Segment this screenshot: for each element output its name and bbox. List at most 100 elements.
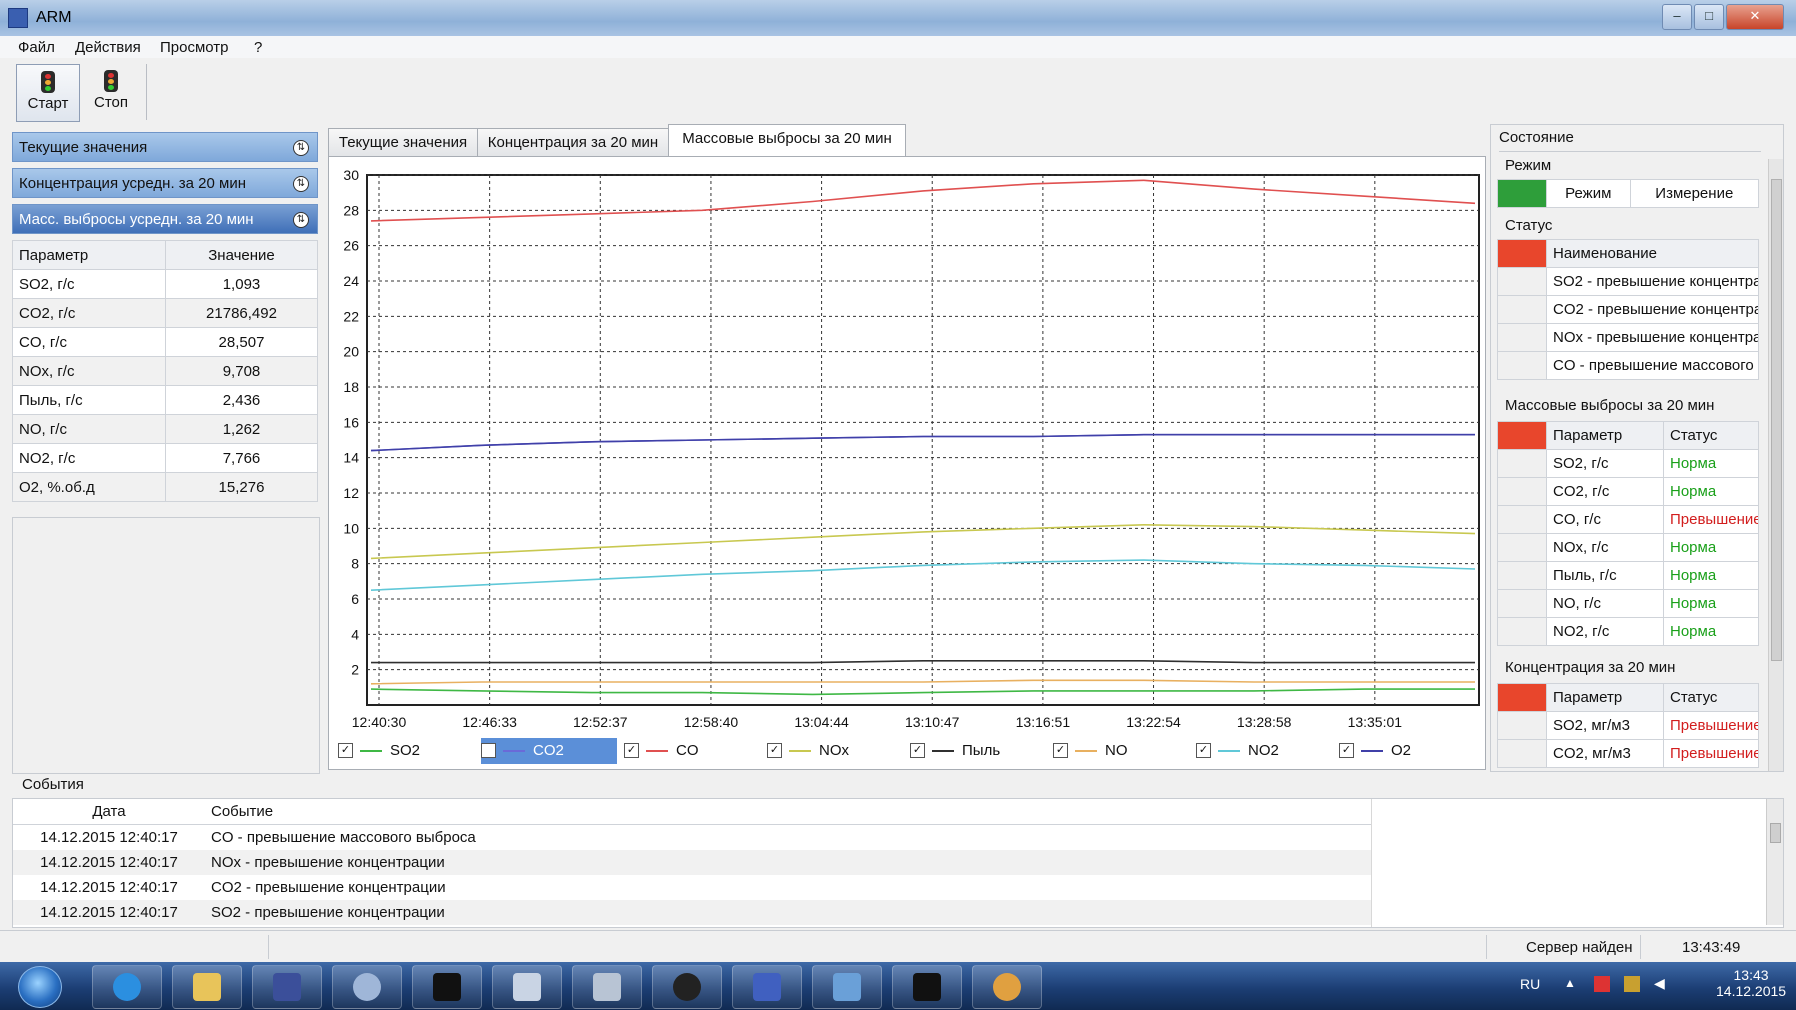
close-button[interactable]: ✕ bbox=[1726, 4, 1784, 30]
legend-item[interactable]: ✓ Пыль bbox=[910, 738, 1046, 764]
y-tick-label: 6 bbox=[351, 591, 359, 607]
table-row[interactable]: O2, %.об.д 15,276 bbox=[12, 472, 318, 502]
tray-expand-icon[interactable]: ▲ bbox=[1564, 976, 1576, 990]
indicator-spacer bbox=[1497, 351, 1547, 380]
legend-label: SO2 bbox=[390, 742, 421, 759]
indicator-spacer bbox=[1497, 505, 1547, 534]
legend-item[interactable]: CO2 bbox=[481, 738, 617, 764]
legend-swatch bbox=[1361, 750, 1383, 752]
menu-actions[interactable]: Действия bbox=[75, 39, 141, 56]
mass-status: Норма bbox=[1663, 449, 1759, 478]
taskbar-document-button[interactable] bbox=[492, 965, 562, 1009]
mode-value: Измерение bbox=[1629, 179, 1760, 208]
network-tray-icon[interactable] bbox=[1624, 976, 1640, 992]
tab-mass-emissions[interactable]: Массовые выбросы за 20 мин bbox=[668, 124, 906, 158]
browser-icon bbox=[113, 973, 141, 1001]
legend-checkbox[interactable]: ✓ bbox=[1339, 743, 1354, 758]
maximize-button[interactable]: □ bbox=[1694, 4, 1724, 30]
tab-concentration[interactable]: Концентрация за 20 мин bbox=[477, 128, 669, 157]
divider bbox=[1640, 935, 1641, 959]
section-current-values[interactable]: Текущие значения ⇅ bbox=[12, 132, 318, 162]
taskbar-save-button[interactable] bbox=[252, 965, 322, 1009]
taskbar-arm-button[interactable] bbox=[732, 965, 802, 1009]
y-tick-label: 2 bbox=[351, 662, 359, 678]
taskbar-explorer-button[interactable] bbox=[172, 965, 242, 1009]
legend-item[interactable]: ✓ NO bbox=[1053, 738, 1189, 764]
table-row[interactable]: CO2, г/с 21786,492 bbox=[12, 298, 318, 328]
event-row[interactable]: 14.12.2015 12:40:17 CO - превышение массо… bbox=[13, 825, 1371, 851]
legend-item[interactable]: ✓ CO bbox=[624, 738, 760, 764]
event-row[interactable]: 14.12.2015 12:40:17 CO2 - превышение конц… bbox=[13, 875, 1371, 900]
table-row[interactable]: NO2, г/с 7,766 bbox=[12, 443, 318, 473]
scrollbar-thumb[interactable] bbox=[1770, 823, 1781, 843]
indicator-spacer bbox=[1497, 739, 1547, 768]
section-concentration[interactable]: Концентрация усредн. за 20 мин ⇅ bbox=[12, 168, 318, 198]
expand-icon[interactable]: ⇅ bbox=[293, 176, 309, 192]
param-cell: NO, г/с bbox=[12, 414, 166, 444]
expand-icon[interactable]: ⇅ bbox=[293, 212, 309, 228]
legend-checkbox[interactable]: ✓ bbox=[910, 743, 925, 758]
tray-clock[interactable]: 13:43 14.12.2015 bbox=[1716, 967, 1786, 999]
param-cell: CO2, г/с bbox=[12, 298, 166, 328]
console-icon bbox=[913, 973, 941, 1001]
legend-checkbox[interactable]: ✓ bbox=[338, 743, 353, 758]
status-scrollbar[interactable] bbox=[1768, 159, 1783, 771]
start-button[interactable]: Старт bbox=[16, 64, 80, 122]
event-text: CO2 - превышение концентрации bbox=[211, 879, 446, 896]
menu-view[interactable]: Просмотр bbox=[160, 39, 229, 56]
stop-label: Стоп bbox=[94, 94, 128, 111]
table-row[interactable]: Пыль, г/с 2,436 bbox=[12, 385, 318, 415]
status-header: Наименование bbox=[1546, 239, 1759, 268]
volume-icon[interactable]: ◀ bbox=[1654, 975, 1665, 991]
stop-button[interactable]: Стоп bbox=[80, 64, 142, 120]
param-cell: SO2, г/с bbox=[12, 269, 166, 299]
expand-icon[interactable]: ⇅ bbox=[293, 140, 309, 156]
legend-checkbox[interactable]: ✓ bbox=[1196, 743, 1211, 758]
legend-label: NO2 bbox=[1248, 742, 1279, 759]
menu-help[interactable]: ? bbox=[254, 39, 263, 56]
tab-current-values[interactable]: Текущие значения bbox=[328, 128, 478, 157]
taskbar-calculator-button[interactable] bbox=[572, 965, 642, 1009]
indicator-spacer bbox=[1497, 449, 1547, 478]
language-indicator[interactable]: RU bbox=[1520, 976, 1541, 992]
taskbar-browser-button[interactable] bbox=[92, 965, 162, 1009]
event-text: CO - превышение массового выброса bbox=[211, 829, 476, 846]
event-row[interactable]: 14.12.2015 12:40:17 SO2 - превышение конц… bbox=[13, 900, 1371, 925]
event-row[interactable]: 14.12.2015 12:40:17 NOx - превышение конц… bbox=[13, 850, 1371, 875]
section-mass-emissions[interactable]: Масс. выбросы усредн. за 20 мин ⇅ bbox=[12, 204, 318, 234]
table-row[interactable]: NOx, г/с 9,708 bbox=[12, 356, 318, 386]
taskbar-console2-button[interactable] bbox=[892, 965, 962, 1009]
start-menu-button[interactable] bbox=[18, 966, 62, 1008]
taskbar-console-button[interactable] bbox=[412, 965, 482, 1009]
scrollbar-thumb[interactable] bbox=[1771, 179, 1782, 661]
taskbar-paint-button[interactable] bbox=[972, 965, 1042, 1009]
legend-checkbox[interactable] bbox=[481, 743, 496, 758]
minimize-button[interactable]: – bbox=[1662, 4, 1692, 30]
legend-checkbox[interactable]: ✓ bbox=[624, 743, 639, 758]
table-row[interactable]: SO2, г/с 1,093 bbox=[12, 269, 318, 299]
taskbar-settings-button[interactable] bbox=[332, 965, 402, 1009]
flag-icon[interactable] bbox=[1594, 976, 1610, 992]
table-row[interactable]: CO, г/с 28,507 bbox=[12, 327, 318, 357]
network-icon bbox=[833, 973, 861, 1001]
legend-checkbox[interactable]: ✓ bbox=[767, 743, 782, 758]
legend-item[interactable]: ✓ NO2 bbox=[1196, 738, 1332, 764]
legend-item[interactable]: ✓ O2 bbox=[1339, 738, 1475, 764]
arm-app-icon bbox=[753, 973, 781, 1001]
legend-swatch bbox=[1075, 750, 1097, 752]
toolbar-divider bbox=[146, 64, 147, 120]
event-header: Событие bbox=[205, 799, 1371, 825]
legend-item[interactable]: ✓ NOx bbox=[767, 738, 903, 764]
mass-param: NOx, г/с bbox=[1546, 533, 1664, 562]
menu-file[interactable]: Файл bbox=[18, 39, 55, 56]
taskbar-network-button[interactable] bbox=[812, 965, 882, 1009]
y-tick-label: 28 bbox=[343, 202, 359, 218]
legend-item[interactable]: ✓ SO2 bbox=[338, 738, 474, 764]
calculator-icon bbox=[593, 973, 621, 1001]
events-scrollbar[interactable] bbox=[1766, 799, 1783, 925]
taskbar-paw-button[interactable] bbox=[652, 965, 722, 1009]
table-row[interactable]: NO, г/с 1,262 bbox=[12, 414, 318, 444]
status-table: Наименование SO2 - превышение концентрац… bbox=[1497, 239, 1759, 380]
status-panel: Состояние Режим Режим Измерение Статус Н… bbox=[1490, 124, 1784, 772]
legend-checkbox[interactable]: ✓ bbox=[1053, 743, 1068, 758]
